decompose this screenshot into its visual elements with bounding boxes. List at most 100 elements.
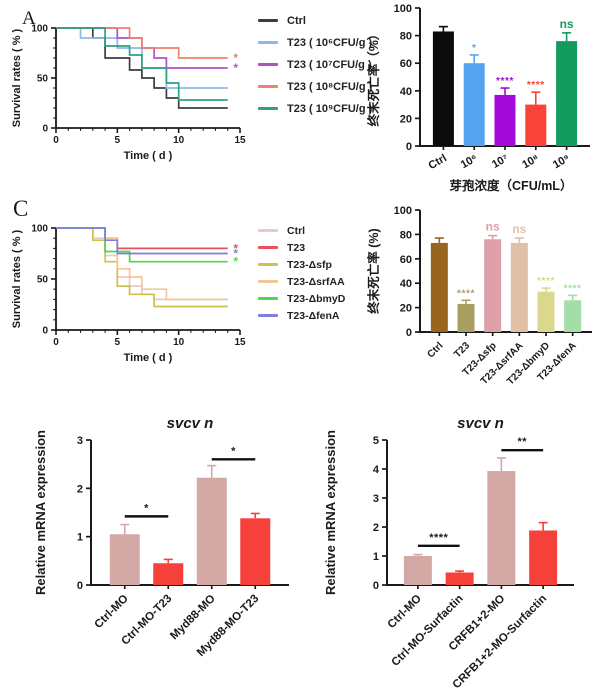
series-T23 — [56, 227, 228, 250]
y-axis-title: Survival rates ( % ) — [11, 229, 23, 328]
y-tick-label: 0 — [406, 327, 412, 339]
bar-CRFB1+2-MO — [487, 471, 516, 585]
svcv-crfb-bar-chart: 012345Ctrl-MOCtrl-MO-SurfactinCRFB1+2-MO… — [323, 415, 574, 691]
bar-10⁶ — [463, 63, 485, 147]
y-tick-label: 100 — [31, 224, 48, 235]
bar-Ctrl-MO — [109, 534, 140, 585]
legend-line-swatch — [258, 41, 278, 44]
y-tick-label: 20 — [400, 113, 412, 125]
bar-T23-Δsfp — [484, 239, 502, 332]
legend-item: T23-ΔbmyD — [258, 292, 345, 305]
y-tick-label: 0 — [77, 580, 83, 592]
y-tick-label: 60 — [400, 254, 412, 266]
x-tick-label: 10⁸ — [520, 152, 541, 171]
end-marker: * — [233, 51, 238, 65]
bar-T23-ΔsrfAA — [510, 242, 528, 332]
y-tick-label: 80 — [400, 31, 412, 43]
legend-line-swatch — [258, 246, 278, 249]
legend-a: Ctrl T23 ( 10⁶CFU/g ) T23 ( 10⁷CFU/g ) T23 … — [258, 14, 372, 115]
legend-label: T23 ( 10⁸CFU/g ) — [287, 80, 373, 93]
bar-10⁸ — [525, 104, 547, 146]
y-tick-label: 20 — [400, 303, 412, 315]
x-axis-title: 芽孢浓度（CFU/mL） — [450, 178, 573, 193]
sig-label: **** — [496, 76, 514, 87]
panel-label-c: C — [13, 196, 29, 221]
legend-item: T23 ( 10⁶CFU/g ) — [258, 36, 372, 49]
y-tick-label: 0 — [42, 124, 48, 135]
legend-line-swatch — [258, 280, 278, 283]
bar-10⁹ — [556, 41, 578, 147]
bar-Myd88-MO-T23 — [240, 518, 271, 585]
legend-line-swatch — [258, 263, 278, 266]
sig-label: **** — [564, 283, 582, 294]
y-tick-label: 100 — [31, 24, 48, 35]
x-tick-label: 10 — [173, 135, 185, 146]
sig-label: **** — [457, 288, 475, 299]
x-tick-label: 5 — [115, 135, 121, 146]
y-tick-label: 3 — [77, 435, 83, 447]
bar-Ctrl — [432, 31, 454, 146]
y-tick-label: 0 — [406, 141, 412, 153]
legend-line-swatch — [258, 107, 278, 110]
legend-label: T23 ( 10⁹CFU/g ) — [287, 102, 373, 115]
sig-label: ns — [560, 17, 574, 31]
legend-item: T23-ΔsrfAA — [258, 275, 345, 288]
y-tick-label: 50 — [37, 275, 49, 286]
x-tick-label: 10⁷ — [490, 152, 511, 171]
series-T23 ( 10⁹CFU/g ) — [56, 27, 228, 101]
y-axis-title: Relative mRNA expression — [323, 430, 338, 595]
end-marker: * — [233, 247, 238, 261]
legend-line-swatch — [258, 85, 278, 88]
x-tick-label: 5 — [115, 337, 121, 348]
bar-10⁷ — [494, 94, 516, 146]
y-tick-label: 60 — [400, 58, 412, 70]
x-tick-label: 0 — [53, 135, 59, 146]
bar-Ctrl-MO-Surfactin — [445, 572, 474, 585]
legend-item: Ctrl — [258, 14, 372, 27]
legend-item: T23-ΔfenA — [258, 309, 345, 322]
y-tick-label: 100 — [394, 205, 412, 217]
bar-Myd88-MO — [196, 477, 227, 585]
sig-label: ns — [512, 222, 526, 236]
y-tick-label: 1 — [77, 532, 83, 544]
y-tick-label: 2 — [373, 522, 379, 534]
sig-label: **** — [527, 80, 545, 91]
legend-item: T23 ( 10⁷CFU/g ) — [258, 58, 372, 71]
y-tick-label: 40 — [400, 278, 412, 290]
svcv-myd88-bar-chart: 0123Ctrl-MOCtrl-MO-T23Myd88-MOMyd88-MO-T… — [33, 415, 289, 659]
x-tick-label: 10⁶ — [459, 152, 480, 171]
legend-line-swatch — [258, 314, 278, 317]
y-tick-label: 0 — [373, 580, 379, 592]
x-tick-label: Ctrl-MO — [93, 593, 131, 631]
legend-line-swatch — [258, 19, 278, 22]
y-tick-label: 3 — [373, 493, 379, 505]
sig-label: * — [472, 43, 477, 54]
bar-CRFB1+2-MO-Surfactin — [529, 530, 558, 585]
sig-bracket-label: * — [144, 502, 149, 514]
legend-label: T23 ( 10⁶CFU/g ) — [287, 36, 373, 49]
legend-item: T23 ( 10⁸CFU/g ) — [258, 80, 372, 93]
end-marker: * — [233, 241, 238, 255]
bar-Ctrl — [430, 242, 448, 332]
bar-Ctrl-MO-T23 — [153, 563, 184, 585]
legend-c: Ctrl T23 T23-Δsfp T23-ΔsrfAA T23-ΔbmyD T23-Δf… — [258, 224, 345, 322]
y-axis-title: 终末死亡率 (%) — [366, 228, 381, 313]
y-axis-title: Relative mRNA expression — [33, 430, 48, 595]
legend-label: T23 — [287, 241, 306, 254]
sig-bracket-label: * — [231, 445, 236, 457]
survival-chart-c: 0 5 10 15 0 50 100 Time ( d ) Survival rates ( %… — [11, 224, 246, 365]
y-tick-label: 40 — [400, 86, 412, 98]
x-tick-label: 10⁹ — [551, 152, 572, 171]
chart-title: svcv n — [167, 415, 214, 432]
legend-label: T23-ΔbmyD — [287, 292, 346, 305]
legend-label: T23-Δsfp — [287, 258, 332, 271]
sig-label: **** — [537, 276, 555, 287]
legend-label: T23 ( 10⁷CFU/g ) — [287, 58, 372, 71]
y-axis-title: Survival rates ( % ) — [11, 28, 23, 127]
y-tick-label: 4 — [373, 464, 380, 476]
end-marker: * — [233, 61, 238, 75]
bar-T23-ΔbmyD — [537, 291, 555, 332]
sig-bracket-label: ** — [517, 436, 527, 448]
legend-label: T23-ΔfenA — [287, 309, 340, 322]
